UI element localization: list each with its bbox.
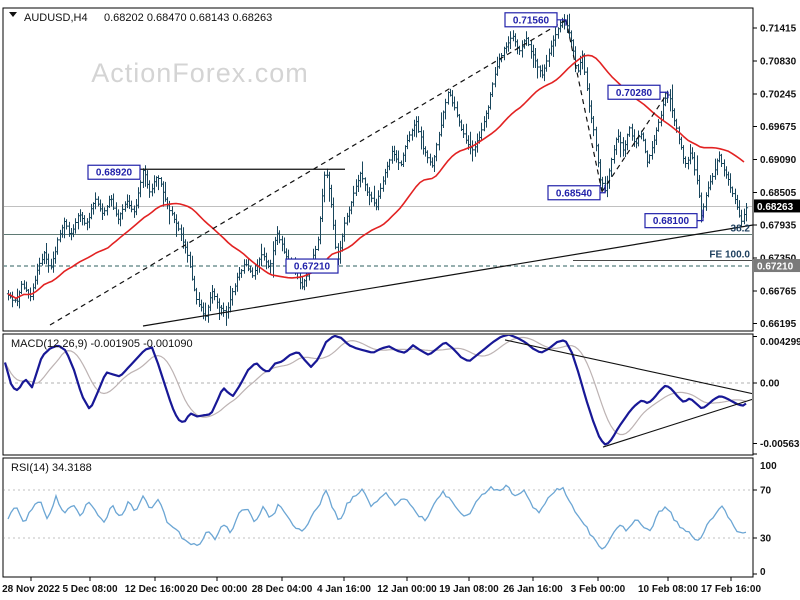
time-axis-label: 17 Feb 16:00 (701, 584, 761, 595)
macd-axis-label: 0.00 (760, 379, 780, 390)
dashed-trendline (601, 91, 669, 193)
rsi-series-layer (4, 484, 752, 550)
macd-axis-label: -0.005636 (760, 439, 800, 450)
price-label-text: 0.68920 (96, 168, 133, 179)
ohlc-readout: 0.68202 0.68470 0.68143 0.68263 (104, 12, 272, 24)
trendline (142, 224, 754, 327)
time-axis-label: 28 Nov 2022 (2, 584, 60, 595)
level-price-axis-value: 0.67210 (757, 262, 794, 273)
time-axis-label: 12 Jan 00:00 (377, 584, 437, 595)
price-bar-open-close-ticks (6, 20, 749, 317)
price-label-connector (660, 91, 669, 99)
macd-panel (2, 333, 754, 456)
price-label-box (87, 164, 141, 180)
dashed-trendline (49, 19, 567, 326)
rsi-axis-label: 0 (760, 567, 766, 578)
price-label-box (644, 213, 698, 229)
price-label-text: 0.70280 (616, 88, 653, 99)
axis-layer: 0.71415 0.70830 0.70245 0.69675 0.69090 0.685… (2, 24, 800, 595)
time-axis-label: 10 Feb 08:00 (638, 584, 698, 595)
time-axis-label: 26 Jan 16:00 (503, 584, 563, 595)
macd-signal-line (4, 336, 747, 436)
price-axis-label: 0.70245 (760, 90, 797, 101)
price-label-connector (600, 184, 606, 194)
price-label-box (504, 12, 558, 28)
time-axis-label: 28 Dec 04:00 (252, 584, 313, 595)
current-price-axis-box (754, 199, 800, 213)
macd-indicator-label: MACD(12,26,9) -0.001905 -0.001090 (11, 338, 193, 350)
price-annotation-layer: 38.2 FE 100.0 0.71560 0.70280 0.68920 0.68540… (49, 12, 754, 327)
time-axis-label: 4 Jan 16:00 (317, 584, 371, 595)
rsi-line (7, 484, 747, 550)
price-label-text: 0.67210 (294, 262, 331, 273)
price-axis-label: 0.70830 (760, 57, 797, 68)
watermark: ActionForex.com (91, 58, 309, 88)
macd-axis-label: 0.004299 (760, 337, 800, 348)
price-label-box (547, 185, 601, 201)
rsi-axis-label: 70 (760, 486, 772, 497)
symbol-timeframe-title: AUDUSD,H4 (24, 12, 88, 24)
price-label-connector (697, 209, 704, 222)
price-axis-label: 0.67935 (760, 221, 797, 232)
price-label-text: 0.68100 (653, 216, 690, 227)
time-axis-label: 20 Dec 00:00 (187, 584, 248, 595)
macd-trendline (602, 398, 752, 448)
rsi-axis-label: 100 (760, 461, 777, 472)
macd-trendline (504, 339, 752, 395)
price-axis-label: 0.71415 (760, 24, 797, 35)
price-label-box (607, 84, 661, 100)
macd-series-layer (4, 335, 752, 448)
fib-expansion-label: FE 100.0 (709, 249, 750, 260)
rsi-panel (2, 457, 754, 578)
dashed-trendline (565, 19, 603, 192)
price-label-connector (557, 19, 567, 26)
rsi-axis-label: 30 (760, 534, 772, 545)
price-label-text: 0.71560 (513, 15, 550, 26)
time-axis-label: 5 Dec 08:00 (62, 584, 117, 595)
symbol-dropdown-icon[interactable] (9, 12, 17, 17)
price-axis-label: 0.66195 (760, 319, 797, 330)
time-axis-label: 3 Feb 00:00 (571, 584, 626, 595)
price-axis-label: 0.69090 (760, 155, 797, 166)
price-label-text: 0.68540 (556, 188, 593, 199)
level-price-axis-box (754, 259, 800, 273)
price-axis-label: 0.68505 (760, 188, 797, 199)
price-label-box (285, 258, 339, 274)
price-axis-label: 0.69675 (760, 122, 797, 133)
price-axis-label: 0.66765 (760, 287, 797, 298)
macd-main-line (4, 335, 747, 446)
rsi-indicator-label: RSI(14) 34.3188 (11, 462, 92, 474)
time-axis-label: 12 Dec 16:00 (125, 584, 186, 595)
current-price-axis-value: 0.68263 (757, 202, 794, 213)
fib-382-label: 38.2 (731, 223, 751, 234)
time-axis-label: 19 Jan 08:00 (439, 584, 499, 595)
